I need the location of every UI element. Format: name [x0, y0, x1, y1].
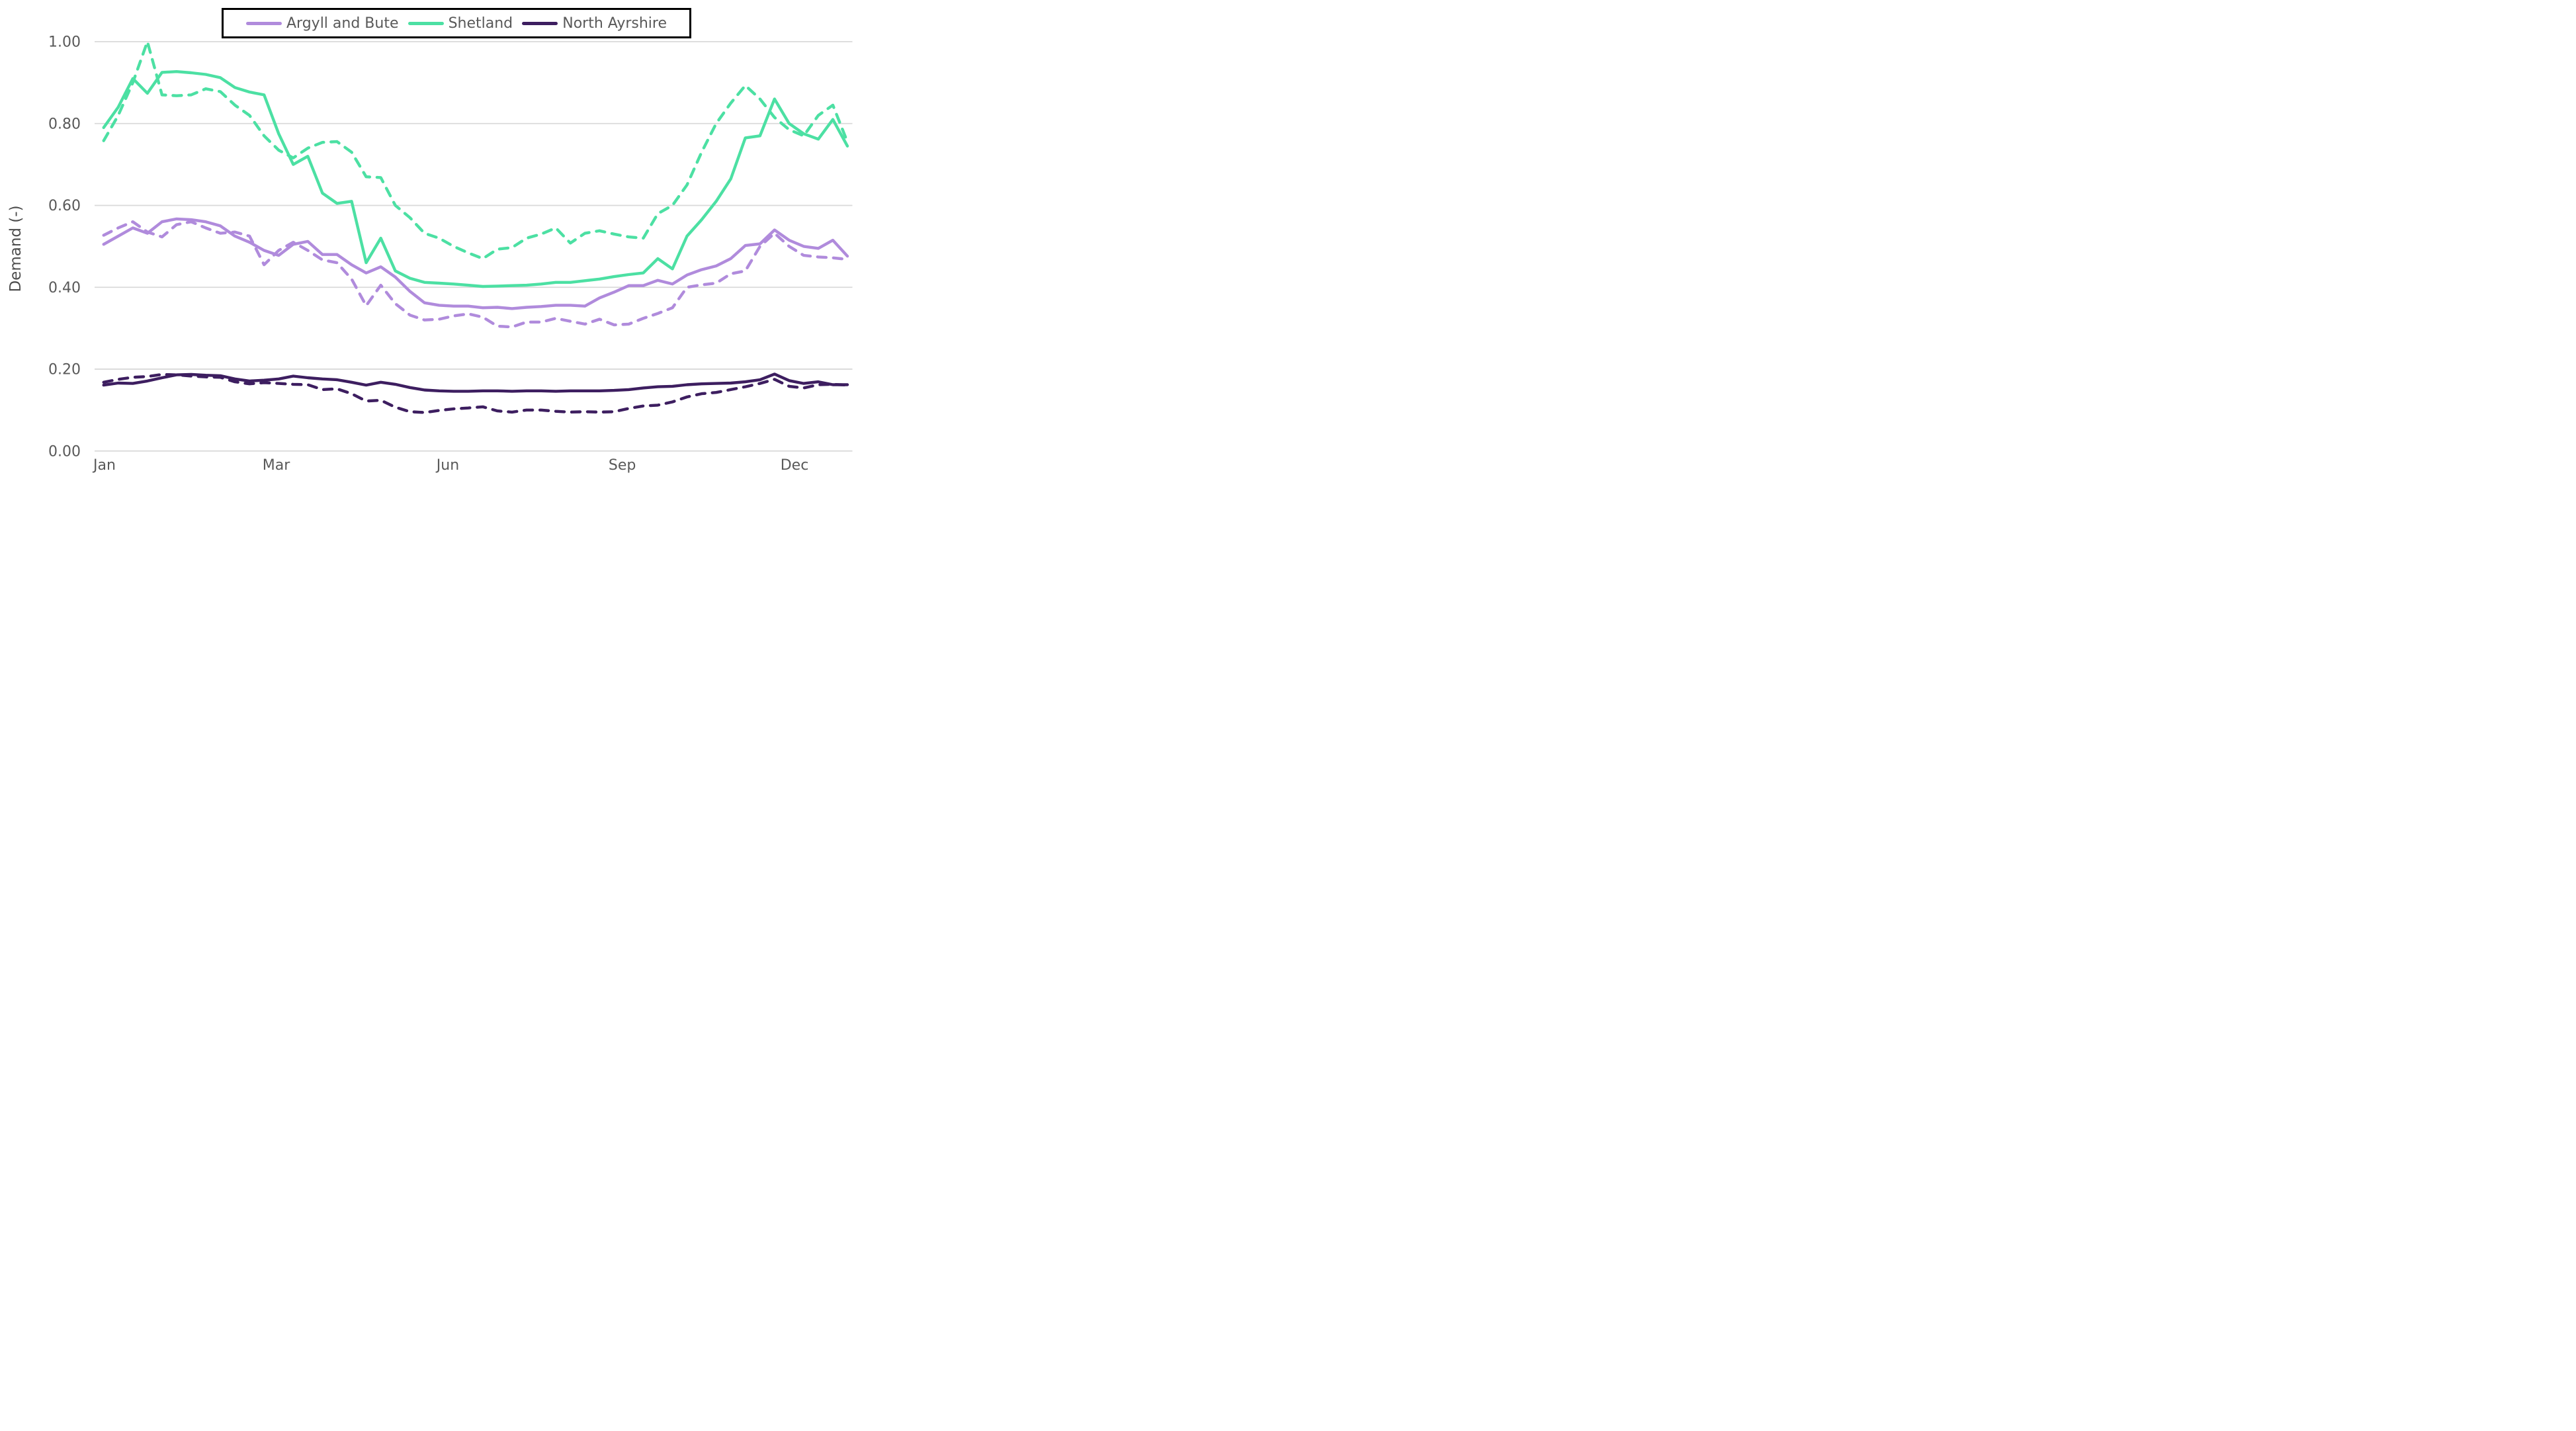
argyll-and-bute-dashed-line [102, 220, 849, 329]
y-tick-label: 1.00 [48, 34, 81, 51]
series-lines [102, 40, 849, 414]
shetland-dashed-line [102, 40, 849, 261]
legend: Argyll and Bute Shetland North Ayrshire [222, 8, 691, 38]
gridlines [95, 41, 853, 452]
demand-line-chart: 0.00 0.20 0.40 0.60 0.80 1.00 Jan Mar Jun Sep Dec… [0, 0, 859, 477]
y-tick-label: 0.00 [48, 443, 81, 460]
legend-item-shetland: Shetland [408, 15, 513, 32]
legend-item-argyll-and-bute: Argyll and Bute [246, 15, 399, 32]
legend-item-north-ayrshire: North Ayrshire [522, 15, 667, 32]
x-tick-label: Mar [263, 457, 290, 474]
y-tick-label: 0.80 [48, 116, 81, 132]
y-tick-label: 0.20 [48, 362, 81, 378]
shetland-solid-line [102, 69, 849, 288]
x-tick-label: Jun [435, 457, 459, 474]
y-tick-label: 0.40 [48, 280, 81, 296]
chart-canvas: 0.00 0.20 0.40 0.60 0.80 1.00 Jan Mar Jun Sep Dec… [7, 34, 853, 474]
x-tick-label: Sep [609, 457, 636, 474]
legend-label: Argyll and Bute [286, 15, 399, 32]
x-axis-tick-labels: Jan Mar Jun Sep Dec [92, 457, 808, 474]
shetland-line-swatch-icon [408, 21, 444, 25]
x-tick-label: Jan [92, 457, 116, 474]
argyll-and-bute-line-swatch-icon [246, 21, 282, 25]
y-axis-tick-labels: 0.00 0.20 0.40 0.60 0.80 1.00 [48, 34, 81, 460]
legend-label: North Ayrshire [562, 15, 667, 32]
x-tick-label: Dec [781, 457, 809, 474]
argyll-and-bute-solid-line [102, 217, 849, 310]
north-ayrshire-solid-line [102, 372, 849, 393]
legend-label: Shetland [448, 15, 513, 32]
y-tick-label: 0.60 [48, 198, 81, 214]
north-ayrshire-line-swatch-icon [522, 21, 558, 25]
north-ayrshire-dashed-line [102, 372, 849, 414]
y-axis-title: Demand (-) [7, 205, 24, 292]
